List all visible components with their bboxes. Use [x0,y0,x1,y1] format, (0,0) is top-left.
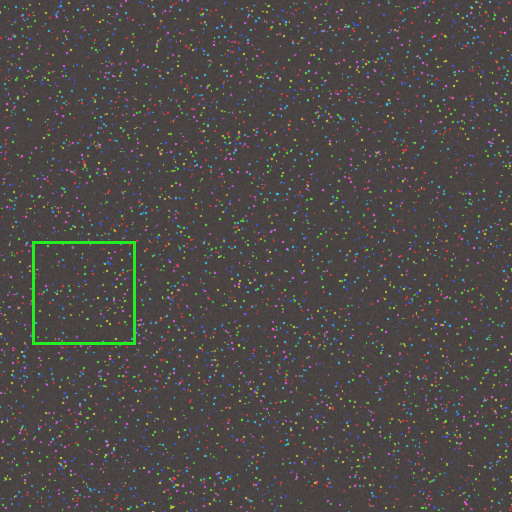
green-selection-rectangle[interactable] [32,241,136,345]
